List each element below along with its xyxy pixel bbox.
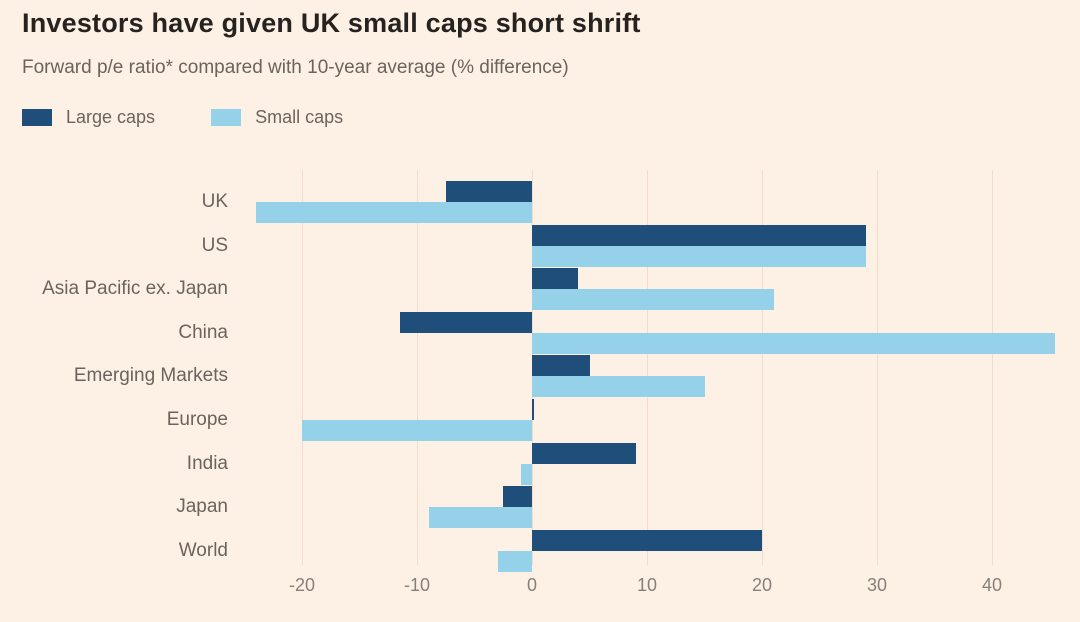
category-label: Europe (166, 409, 228, 430)
gridline (877, 170, 878, 565)
bar-chart: UK US Asia Pacific ex. Japan China Emerging … (0, 170, 1080, 622)
category-label: Japan (176, 496, 228, 518)
legend-item-large-caps: Large caps (22, 107, 155, 128)
chart-header: Investors have given UK small caps short… (22, 0, 1062, 79)
legend-item-small-caps: Small caps (211, 107, 343, 128)
gridline (647, 170, 648, 565)
gridline (992, 170, 993, 565)
chart-subtitle: Forward p/e ratio* compared with 10-year… (22, 57, 569, 78)
legend: Large caps Small caps (22, 107, 343, 128)
bar-large-caps (532, 268, 578, 290)
bar-small-caps (520, 463, 532, 485)
bar-large-caps (532, 224, 866, 246)
category-label: China (178, 321, 228, 343)
category-label: World (178, 539, 228, 561)
legend-label-small-caps: Small caps (255, 107, 344, 127)
bar-large-caps (532, 529, 762, 551)
bar-large-caps (532, 399, 535, 420)
small-caps-swatch-icon (211, 109, 242, 126)
bar-small-caps (532, 376, 705, 398)
large-caps-swatch-icon (22, 109, 52, 126)
bar-large-caps (399, 311, 532, 333)
x-axis-tick-label: -20 (288, 575, 316, 595)
bar-small-caps (256, 202, 532, 223)
bar-large-caps (503, 486, 532, 508)
category-label: Emerging Markets (73, 365, 228, 387)
category-label: Asia Pacific ex. Japan (42, 278, 228, 300)
category-label: UK (201, 191, 228, 212)
bar-small-caps (532, 332, 1056, 354)
bar-small-caps (532, 245, 866, 267)
x-axis-tick-label: 10 (636, 575, 658, 595)
x-axis-tick-label: 30 (866, 575, 888, 595)
bar-small-caps (497, 550, 532, 572)
bar-large-caps (532, 355, 590, 377)
chart-title: Investors have given UK small caps short… (22, 8, 641, 38)
x-axis-tick-label: 20 (751, 575, 773, 595)
bar-small-caps (532, 289, 774, 311)
category-label: US (201, 234, 228, 256)
gridline (417, 170, 418, 565)
gridline (762, 170, 763, 565)
bar-small-caps (302, 420, 532, 441)
gridline (302, 170, 303, 565)
category-label: India (186, 452, 228, 474)
bar-large-caps (532, 442, 636, 464)
x-axis-tick-label: 40 (981, 575, 1003, 595)
bar-large-caps (445, 181, 532, 202)
bar-small-caps (428, 507, 532, 529)
x-axis-tick-label: -10 (403, 575, 431, 595)
legend-label-large-caps: Large caps (66, 107, 156, 127)
x-axis-tick-label: 0 (526, 575, 538, 595)
